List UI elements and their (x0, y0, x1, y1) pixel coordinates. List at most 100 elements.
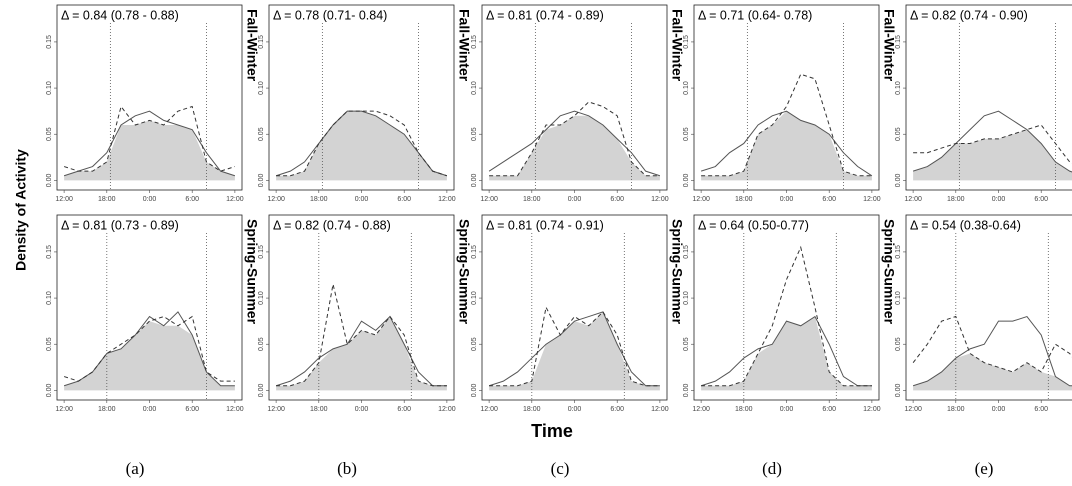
y-tick-label: 0.05 (683, 127, 690, 141)
overlap-area (64, 321, 235, 391)
density-line (63, 105, 236, 172)
overlap-area (276, 111, 447, 181)
y-tick-label: 0.15 (683, 35, 690, 49)
overlap-annotation: Δ = 0.81 (0.73 - 0.89) (61, 218, 179, 232)
y-tick-label: 0.00 (683, 173, 690, 187)
y-tick-label: 0.10 (895, 81, 902, 95)
x-tick-label: 0:00 (143, 196, 157, 203)
density-line (275, 110, 448, 177)
y-tick-label: 0.05 (258, 337, 265, 351)
x-tick-label: 18:00 (98, 196, 116, 203)
x-tick-label: 6:00 (610, 196, 624, 203)
season-label: Fall-Winter (456, 9, 472, 82)
season-label: Spring-Summer (456, 219, 472, 325)
panel-label: (a) (126, 459, 145, 478)
y-tick-label: 0.15 (471, 245, 478, 259)
overlap-annotation: Δ = 0.54 (0.38-0.64) (910, 218, 1021, 232)
y-tick-label: 0.15 (258, 35, 265, 49)
y-tick-label: 0.15 (895, 35, 902, 49)
x-tick-label: 6:00 (1034, 406, 1048, 413)
x-tick-label: 18:00 (947, 406, 965, 413)
x-tick-label: 12:00 (226, 406, 244, 413)
y-tick-label: 0.15 (471, 35, 478, 49)
density-line (912, 315, 1072, 387)
panel-label: (b) (337, 459, 357, 478)
x-tick-label: 18:00 (947, 196, 965, 203)
density-line (701, 73, 872, 177)
x-axis-label: Time (531, 421, 573, 441)
y-tick-label: 0.05 (471, 337, 478, 351)
x-tick-label: 12:00 (226, 196, 244, 203)
y-tick-label: 0.10 (258, 291, 265, 305)
x-tick-label: 18:00 (310, 406, 328, 413)
panel-label: (e) (975, 459, 994, 478)
x-tick-label: 6:00 (822, 406, 836, 413)
panel-label: (c) (551, 459, 570, 478)
x-tick-label: 18:00 (98, 406, 116, 413)
overlap-area (64, 120, 235, 181)
x-tick-label: 12:00 (480, 196, 498, 203)
density-line (63, 110, 236, 177)
x-tick-label: 18:00 (523, 196, 541, 203)
x-tick-label: 18:00 (735, 196, 753, 203)
density-line (912, 315, 1072, 373)
y-tick-label: 0.10 (683, 81, 690, 95)
x-tick-label: 6:00 (185, 196, 199, 203)
x-tick-label: 12:00 (863, 196, 881, 203)
y-tick-label: 0.00 (46, 383, 53, 397)
y-tick-label: 0.10 (46, 291, 53, 305)
overlap-annotation: Δ = 0.81 (0.74 - 0.91) (486, 218, 604, 232)
y-tick-label: 0.00 (895, 383, 902, 397)
x-tick-label: 12:00 (438, 196, 456, 203)
y-tick-label: 0.05 (895, 127, 902, 141)
y-tick-label: 0.00 (46, 173, 53, 187)
x-tick-label: 12:00 (55, 196, 73, 203)
y-tick-label: 0.05 (258, 127, 265, 141)
y-tick-label: 0.15 (46, 35, 53, 49)
y-axis-label: Density of Activity (13, 149, 29, 271)
density-line (276, 110, 448, 177)
density-line (488, 110, 661, 177)
overlap-annotation: Δ = 0.71 (0.64- 0.78) (698, 8, 812, 22)
y-tick-label: 0.15 (895, 245, 902, 259)
season-label: Spring-Summer (669, 219, 685, 325)
x-tick-label: 12:00 (267, 406, 285, 413)
x-tick-label: 12:00 (267, 196, 285, 203)
overlap-area (913, 353, 1072, 391)
y-tick-label: 0.15 (683, 245, 690, 259)
x-tick-label: 0:00 (568, 406, 582, 413)
season-label: Spring-Summer (881, 219, 897, 325)
x-tick-label: 12:00 (692, 406, 710, 413)
y-tick-label: 0.10 (46, 81, 53, 95)
y-tick-label: 0.05 (683, 337, 690, 351)
y-tick-label: 0.10 (683, 291, 690, 305)
x-tick-label: 0:00 (355, 406, 369, 413)
y-tick-label: 0.10 (471, 291, 478, 305)
y-tick-label: 0.05 (46, 337, 53, 351)
y-tick-label: 0.10 (895, 291, 902, 305)
x-tick-label: 0:00 (568, 196, 582, 203)
density-line (912, 110, 1072, 173)
overlap-annotation: Δ = 0.81 (0.74 - 0.89) (486, 8, 604, 22)
y-tick-label: 0.00 (471, 173, 478, 187)
x-tick-label: 0:00 (780, 196, 794, 203)
season-label: Fall-Winter (669, 9, 685, 82)
y-tick-label: 0.10 (471, 81, 478, 95)
x-tick-label: 0:00 (992, 406, 1006, 413)
y-tick-label: 0.05 (895, 337, 902, 351)
y-tick-label: 0.10 (258, 81, 265, 95)
y-tick-label: 0.15 (46, 245, 53, 259)
x-tick-label: 6:00 (822, 196, 836, 203)
y-tick-label: 0.00 (895, 173, 902, 187)
x-tick-label: 6:00 (610, 406, 624, 413)
y-tick-label: 0.05 (471, 127, 478, 141)
y-tick-label: 0.15 (258, 245, 265, 259)
x-tick-label: 18:00 (523, 406, 541, 413)
y-tick-label: 0.00 (258, 383, 265, 397)
density-line (700, 110, 873, 177)
overlap-annotation: Δ = 0.84 (0.78 - 0.88) (61, 8, 179, 22)
x-tick-label: 0:00 (355, 196, 369, 203)
season-label: Fall-Winter (881, 9, 897, 82)
density-line (489, 305, 660, 387)
